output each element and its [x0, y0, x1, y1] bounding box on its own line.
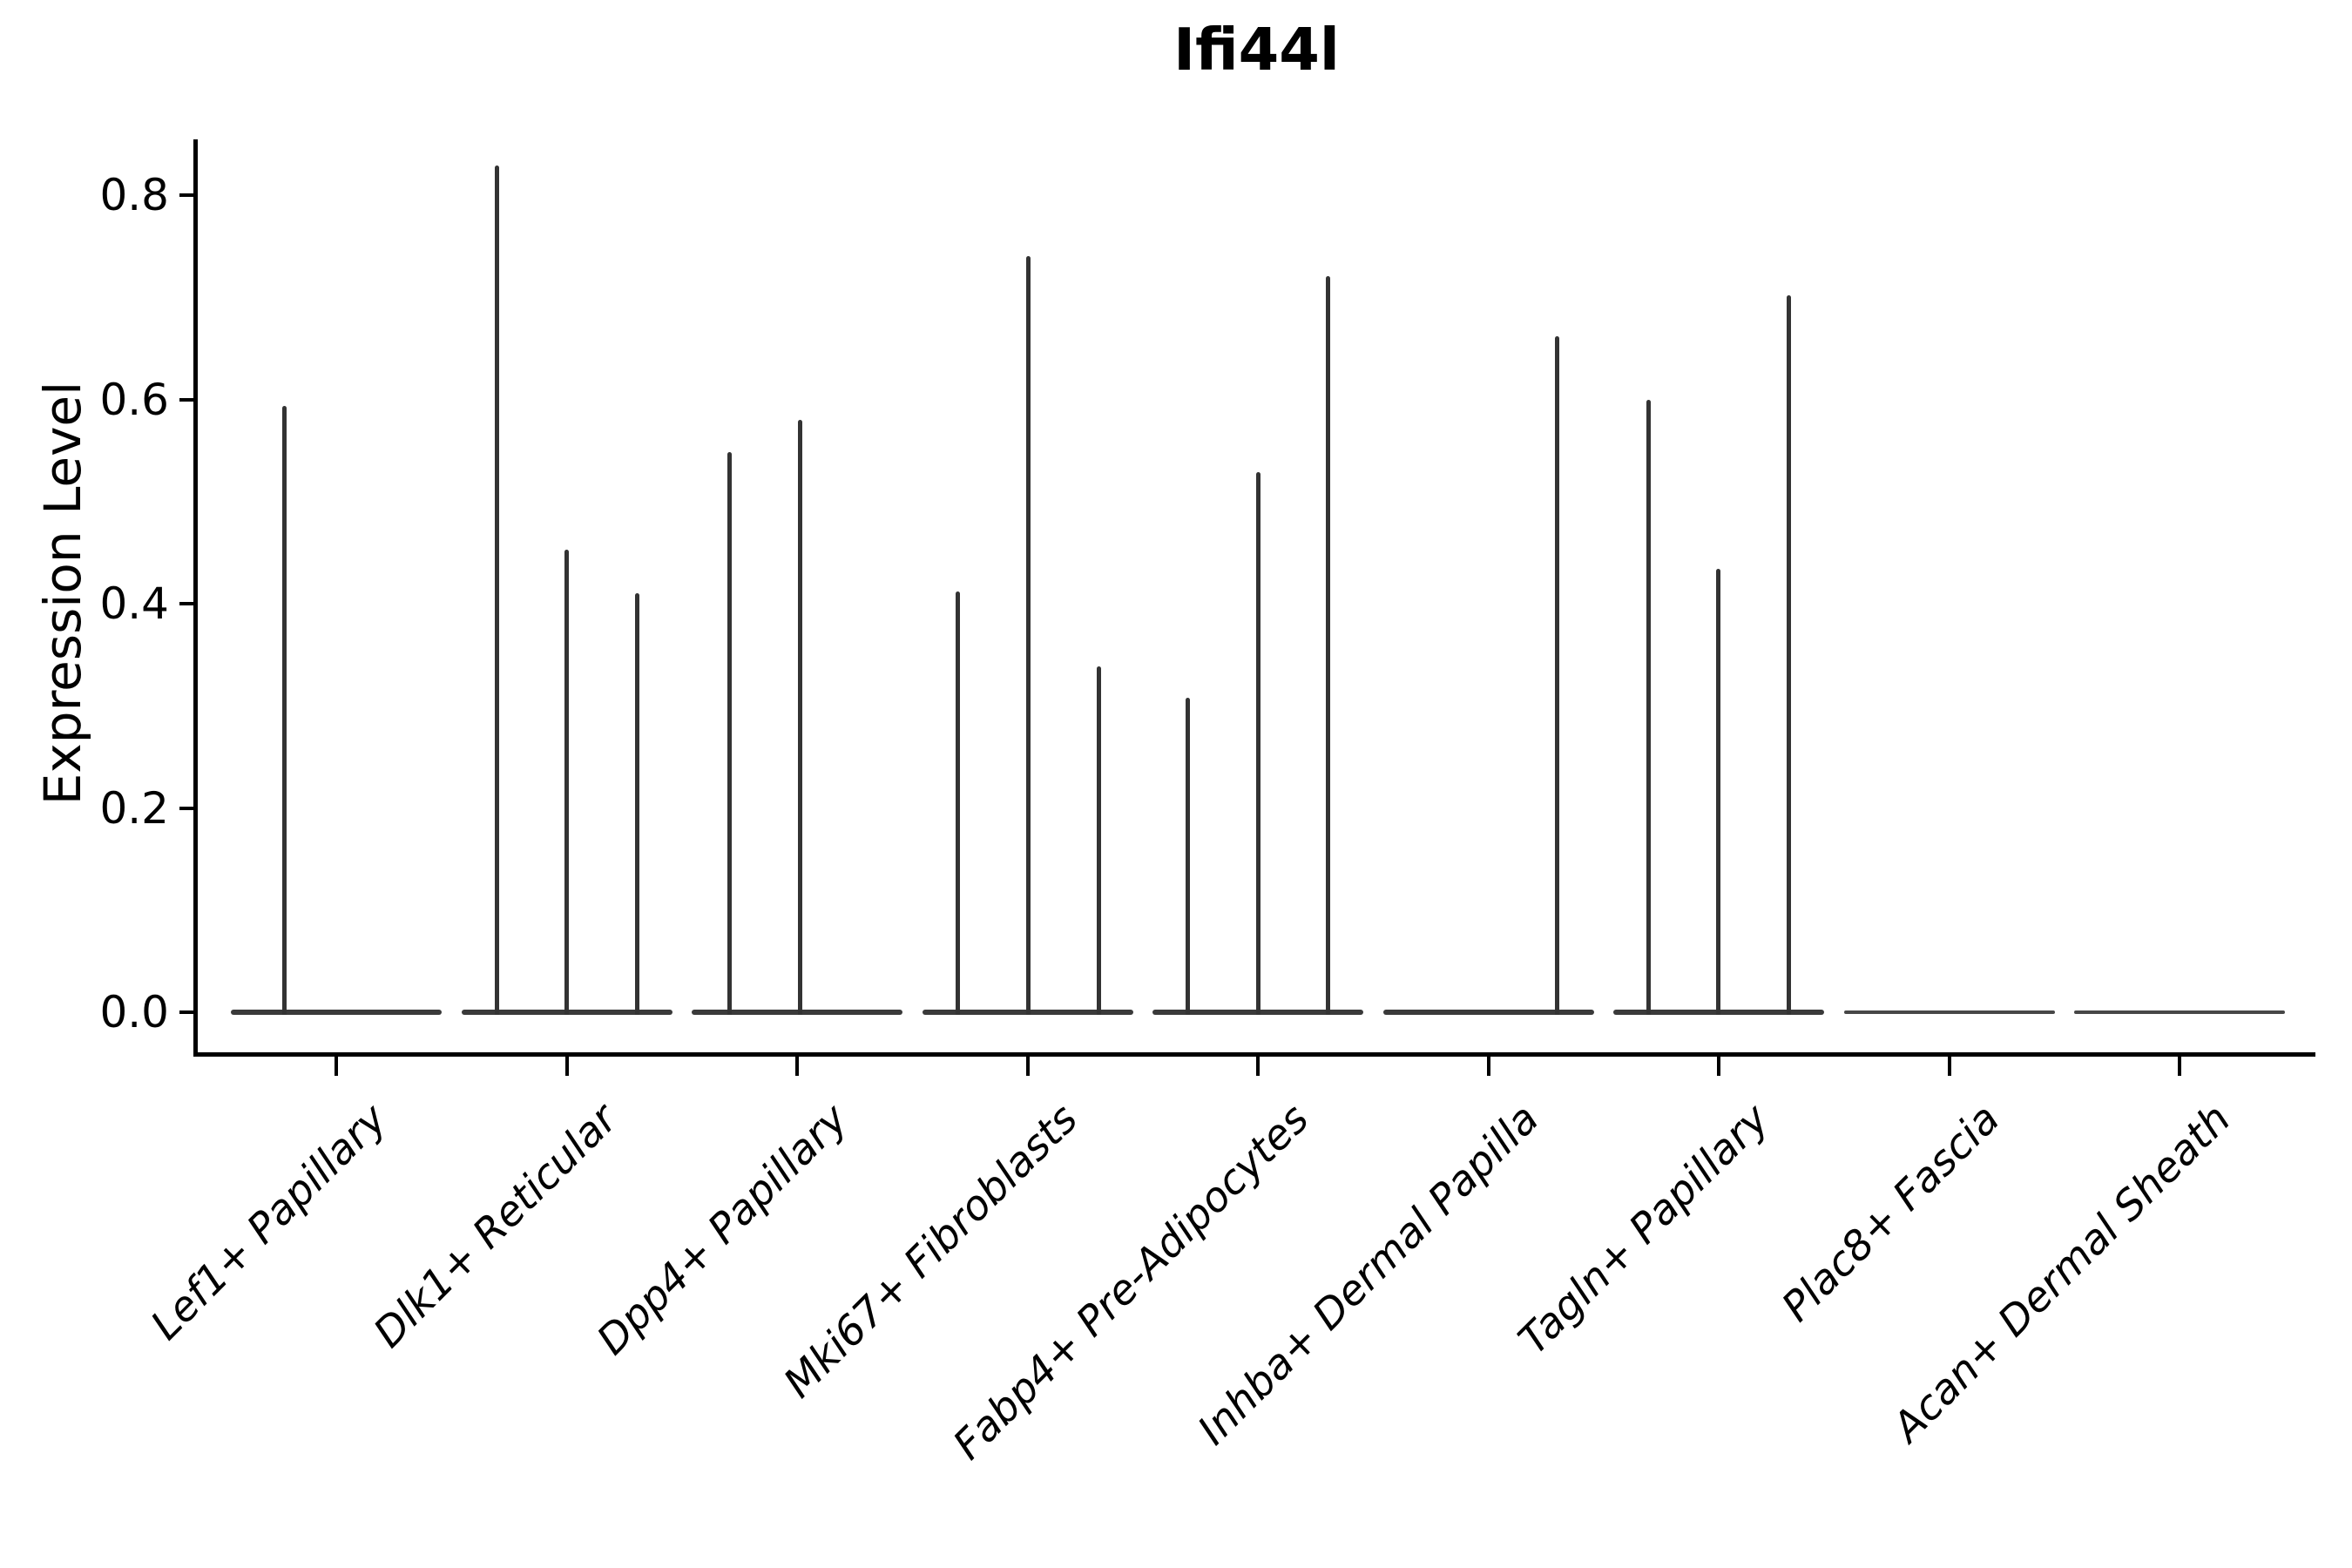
violin-spike	[634, 593, 639, 1015]
x-axis-tick	[335, 1057, 338, 1076]
x-tick-label: Dlk1+ Reticular	[364, 1095, 627, 1357]
y-axis-tick	[179, 806, 193, 810]
y-tick-label: 0.6	[99, 374, 169, 425]
violin-spike	[1256, 471, 1260, 1015]
violin-baseline	[2074, 1010, 2285, 1014]
x-axis-tick	[1025, 1057, 1030, 1076]
violin-spike	[1787, 294, 1791, 1015]
violin-spike	[1554, 335, 1559, 1015]
violin-spike	[1025, 256, 1031, 1015]
violin-spike	[1186, 697, 1190, 1015]
x-tick-label: Tagln+ Papillary	[1510, 1095, 1779, 1364]
y-tick-label: 0.0	[99, 987, 169, 1037]
x-axis-tick	[795, 1057, 799, 1076]
x-axis-tick	[2178, 1057, 2181, 1076]
y-axis-tick	[179, 1010, 193, 1014]
x-axis-tick	[564, 1057, 569, 1076]
x-axis-tick	[1947, 1057, 1951, 1076]
violin-spike	[1716, 569, 1720, 1015]
violin-spike	[282, 405, 287, 1015]
violin-spike	[1096, 666, 1101, 1015]
y-axis-line	[193, 139, 198, 1057]
violin-baseline	[692, 1010, 902, 1015]
violin-spike	[955, 591, 960, 1015]
y-axis-tick	[179, 602, 193, 605]
x-axis-line	[193, 1052, 2315, 1057]
y-tick-label: 0.8	[99, 170, 169, 220]
violin-baseline	[231, 1010, 442, 1015]
y-tick-label: 0.4	[99, 578, 169, 629]
violin-spike	[564, 549, 569, 1015]
x-axis-tick	[1486, 1057, 1490, 1076]
y-axis-tick	[179, 397, 193, 402]
violin-spike	[727, 452, 732, 1015]
violin-baseline	[1843, 1010, 2055, 1014]
x-axis-tick	[1717, 1057, 1720, 1076]
chart-title: Ifi44l	[1173, 16, 1340, 84]
x-tick-label: Lef1+ Papillary	[141, 1095, 396, 1350]
x-tick-label: Plac8+ Fascia	[1773, 1095, 2010, 1332]
y-axis-tick	[179, 193, 193, 197]
violin-spike	[1646, 399, 1651, 1015]
violin-spike	[798, 419, 802, 1015]
x-axis-tick	[1256, 1057, 1260, 1076]
x-tick-label: Dpp4+ Papillary	[587, 1095, 857, 1365]
y-tick-label: 0.2	[99, 782, 169, 834]
violin-spike	[494, 165, 499, 1015]
violin-baseline	[1382, 1010, 1594, 1015]
violin-spike	[1326, 275, 1330, 1015]
